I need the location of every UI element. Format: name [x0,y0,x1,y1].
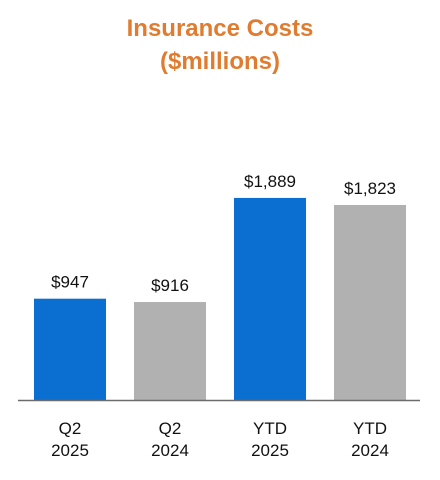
bar-1 [134,302,206,400]
category-label-3-line-1: 2024 [351,441,389,460]
category-label-1-line-1: 2024 [151,441,189,460]
category-label-0-line-0: Q2 [59,419,82,438]
bar-3 [334,204,406,400]
value-label-0: $947 [51,273,89,292]
chart-subtitle: ($millions) [159,48,280,75]
category-label-1-line-0: Q2 [159,419,182,438]
value-label-2: $1,889 [244,172,296,191]
category-label-3-line-0: YTD [353,419,387,438]
value-label-1: $916 [151,276,189,295]
bar-0 [34,298,106,400]
category-label-2-line-1: 2025 [251,441,289,460]
chart-title: Insurance Costs [126,15,314,42]
value-label-3: $1,823 [344,179,396,198]
category-label-2-line-0: YTD [253,419,287,438]
bar-2 [234,197,306,400]
category-label-0-line-1: 2025 [51,441,89,460]
